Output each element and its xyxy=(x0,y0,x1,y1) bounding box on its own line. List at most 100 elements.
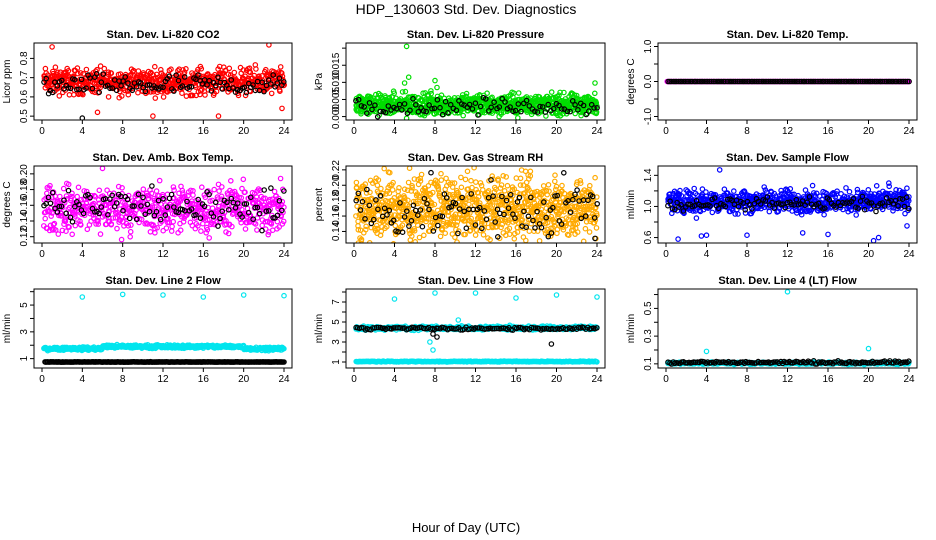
data-point xyxy=(443,195,450,201)
data-point xyxy=(195,196,202,203)
data-point xyxy=(824,78,831,85)
data-point xyxy=(224,199,230,206)
data-point xyxy=(277,88,283,95)
data-point xyxy=(781,78,787,85)
data-point xyxy=(78,222,84,228)
data-point xyxy=(204,82,210,88)
data-point xyxy=(523,237,529,243)
data-point xyxy=(195,223,201,229)
data-point xyxy=(228,178,234,184)
data-point xyxy=(129,203,136,209)
data-point xyxy=(278,207,285,214)
data-point xyxy=(426,206,432,213)
data-point xyxy=(268,185,274,191)
data-point xyxy=(363,223,369,230)
data-point xyxy=(261,88,267,95)
data-point xyxy=(95,221,102,227)
data-point xyxy=(473,227,480,233)
data-point xyxy=(171,204,177,210)
data-point xyxy=(43,195,49,202)
data-point xyxy=(388,244,392,248)
data-point xyxy=(517,175,524,182)
data-point xyxy=(144,221,151,227)
outlier-point xyxy=(885,180,892,186)
data-point xyxy=(498,182,505,188)
data-point xyxy=(164,204,171,210)
data-point xyxy=(218,193,225,200)
data-point xyxy=(142,211,149,218)
y-tick-label: 0.0 xyxy=(643,74,654,88)
data-point xyxy=(743,78,749,85)
data-point xyxy=(507,191,514,198)
data-point xyxy=(861,78,867,85)
data-point xyxy=(175,77,182,84)
data-point xyxy=(93,71,100,77)
data-point xyxy=(680,208,687,214)
data-point xyxy=(238,195,245,201)
data-point xyxy=(514,199,521,205)
data-point xyxy=(368,220,375,227)
x-tick-label: 0 xyxy=(39,126,45,137)
x-tick-label: 12 xyxy=(782,249,794,260)
data-point xyxy=(829,78,836,85)
data-point xyxy=(133,84,140,90)
outlier-point xyxy=(904,223,910,229)
data-point xyxy=(594,105,600,111)
data-point xyxy=(831,191,838,197)
data-point xyxy=(248,194,254,201)
data-point xyxy=(442,230,449,237)
data-point xyxy=(355,218,361,225)
data-point xyxy=(425,183,432,189)
data-point xyxy=(120,78,126,84)
x-tick-label: 24 xyxy=(591,126,603,137)
y-axis-label: degrees C xyxy=(626,58,637,104)
data-point xyxy=(718,78,725,85)
outlier-point xyxy=(693,215,700,221)
data-point xyxy=(77,70,84,76)
data-point xyxy=(119,93,125,99)
data-point xyxy=(411,176,418,182)
data-point xyxy=(433,110,440,116)
data-point xyxy=(133,216,140,223)
data-point xyxy=(220,214,227,221)
data-point xyxy=(452,234,458,241)
data-point xyxy=(586,108,592,114)
data-point xyxy=(259,227,265,234)
data-point xyxy=(184,198,190,205)
data-point xyxy=(761,184,768,190)
data-point xyxy=(738,78,744,85)
data-point xyxy=(105,69,112,76)
data-point xyxy=(527,168,534,175)
data-point xyxy=(171,187,177,193)
data-point xyxy=(565,198,571,204)
data-point xyxy=(414,222,421,229)
data-point xyxy=(518,220,525,226)
series-2 xyxy=(353,169,601,242)
y-tick-label: 0.20 xyxy=(331,175,342,195)
data-point xyxy=(204,226,211,233)
outlier-point xyxy=(99,166,106,172)
data-point xyxy=(477,180,484,186)
data-point xyxy=(454,219,461,225)
data-point xyxy=(379,199,386,205)
outlier-point xyxy=(592,235,598,242)
data-point xyxy=(838,78,845,85)
y-tick-label: 0.7 xyxy=(19,70,30,84)
data-point xyxy=(200,220,206,227)
data-point xyxy=(396,185,402,191)
data-point xyxy=(772,78,779,85)
data-point xyxy=(367,196,374,203)
data-point xyxy=(523,224,530,231)
x-tick-label: 20 xyxy=(238,126,250,137)
data-point xyxy=(63,228,69,235)
data-point xyxy=(188,206,195,212)
y-tick-label: 1.0 xyxy=(643,39,654,53)
data-point xyxy=(61,221,67,228)
outlier-point xyxy=(94,109,101,116)
data-point xyxy=(861,206,868,213)
data-point xyxy=(270,215,276,221)
data-point xyxy=(417,207,424,213)
data-point xyxy=(373,197,379,203)
